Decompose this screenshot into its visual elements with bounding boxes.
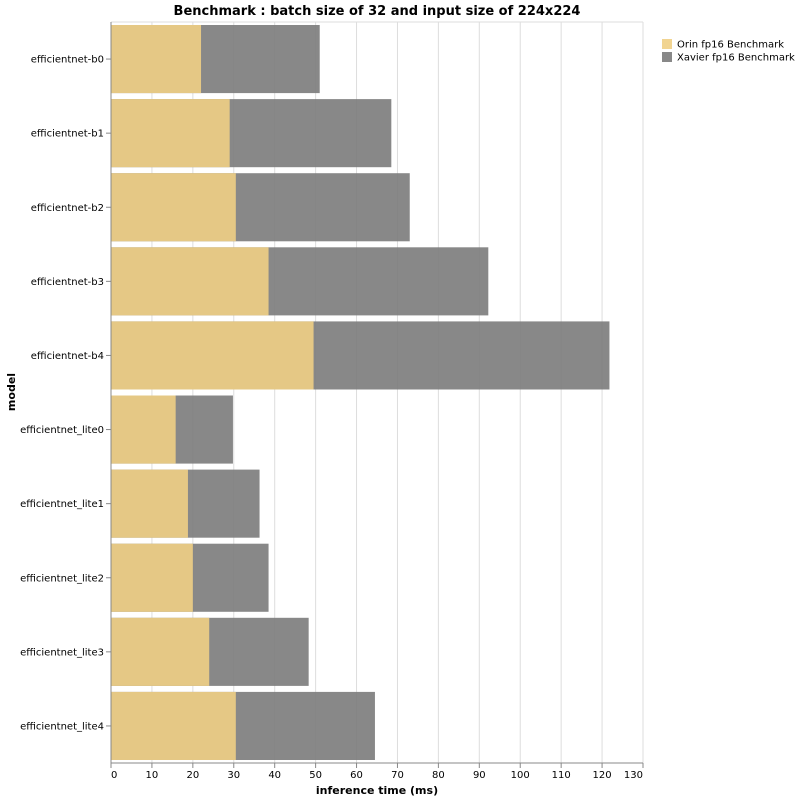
bar-orin-efficientnet-b3 [111,247,269,316]
x-tick-label-20: 20 [186,770,199,781]
bar-orin-efficientnet-lite0 [111,395,176,464]
x-tick-label-50: 50 [309,770,322,781]
bar-orin-efficientnet-lite3 [111,617,210,686]
x-tick-label-0: 0 [111,770,117,781]
axes: efficientnet-b0 efficientnet-b1 efficientn… [20,22,644,781]
legend-swatch-orin-fp16-benchmark [662,39,672,49]
y-tick-label-efficientnet-lite1: efficientnet_lite1 [20,499,104,510]
legend-label-xavier-fp16-benchmark: Xavier fp16 Benchmark [677,53,795,64]
legend-swatch-xavier-fp16-benchmark [662,52,672,62]
chart-title: Benchmark : batch size of 32 and input s… [174,4,581,19]
y-tick-label-efficientnet-b3: efficientnet-b3 [31,277,104,288]
bar-orin-efficientnet-lite2 [111,543,193,612]
bars [111,25,610,760]
x-axis-title: inference time (ms) [316,784,438,797]
x-tick-label-70: 70 [391,770,404,781]
y-tick-label-efficientnet-b4: efficientnet-b4 [31,351,104,362]
y-tick-label-efficientnet-lite2: efficientnet_lite2 [20,573,104,584]
bar-orin-efficientnet-b0 [111,25,202,94]
x-tick-label-110: 110 [552,770,571,781]
x-tick-label-60: 60 [350,770,363,781]
legend: Orin fp16 Benchmark Xavier fp16 Benchmark [662,39,795,64]
y-tick-label-efficientnet-lite3: efficientnet_lite3 [20,647,104,658]
y-axis-title: model [5,373,18,411]
bar-orin-efficientnet-lite1 [111,469,188,538]
x-tick-label-90: 90 [473,770,486,781]
x-tick-label-100: 100 [511,770,530,781]
bar-orin-efficientnet-lite4 [111,691,236,760]
x-tick-label-40: 40 [268,770,281,781]
y-tick-label-efficientnet-b2: efficientnet-b2 [31,203,104,214]
bar-orin-efficientnet-b4 [111,321,314,390]
x-tick-label-30: 30 [227,770,240,781]
y-tick-label-efficientnet-b0: efficientnet-b0 [31,55,104,66]
legend-label-orin-fp16-benchmark: Orin fp16 Benchmark [677,40,784,51]
x-tick-label-130: 130 [624,770,643,781]
bar-orin-efficientnet-b2 [111,173,236,242]
y-tick-label-efficientnet-lite4: efficientnet_lite4 [20,721,104,732]
y-tick-label-efficientnet-lite0: efficientnet_lite0 [20,425,104,436]
x-tick-label-80: 80 [432,770,445,781]
bar-orin-efficientnet-b1 [111,99,230,168]
y-tick-label-efficientnet-b1: efficientnet-b1 [31,129,104,140]
x-tick-label-10: 10 [146,770,159,781]
x-tick-label-120: 120 [593,770,612,781]
